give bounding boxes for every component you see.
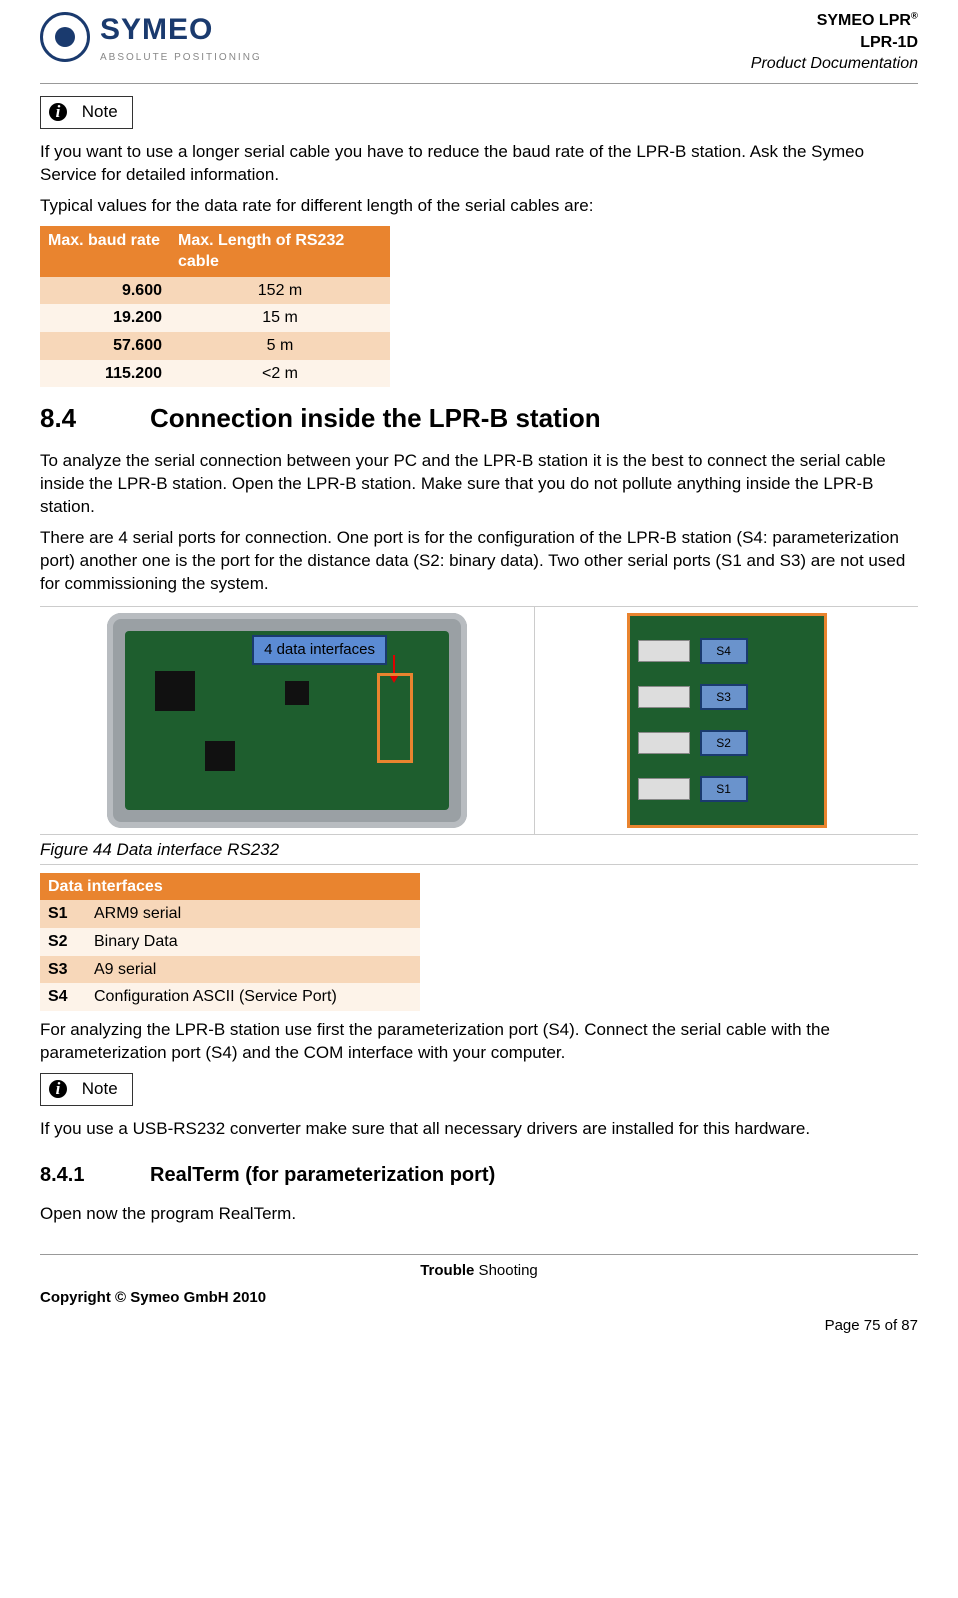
interfaces-badge: 4 data interfaces	[252, 635, 387, 665]
logo-icon	[40, 12, 90, 62]
heading-8-4-1: 8.4.1RealTerm (for parameterization port…	[40, 1162, 918, 1189]
brand-name: SYMEO	[100, 10, 262, 51]
cell: ARM9 serial	[86, 900, 420, 928]
port-s1-label: S1	[700, 776, 748, 802]
note1-text: If you want to use a longer serial cable…	[40, 141, 918, 187]
cell: Binary Data	[86, 928, 420, 956]
logo-text: SYMEO ABSOLUTE POSITIONING	[100, 10, 262, 64]
highlight-box	[377, 673, 413, 763]
th-baud: Max. baud rate	[40, 226, 170, 277]
note-box: i Note	[40, 96, 133, 129]
para-typical: Typical values for the data rate for dif…	[40, 195, 918, 218]
cell: A9 serial	[86, 956, 420, 984]
cell: 19.200	[40, 304, 170, 332]
cell: 9.600	[40, 277, 170, 305]
chip-icon	[205, 741, 235, 771]
note2-text: If you use a USB-RS232 converter make su…	[40, 1118, 918, 1141]
chip-icon	[155, 671, 195, 711]
cell: S2	[40, 928, 86, 956]
header-right: SYMEO LPR® LPR-1D Product Documentation	[751, 10, 918, 75]
data-interfaces-table: Data interfaces S1ARM9 serial S2Binary D…	[40, 873, 420, 1011]
iface-header: Data interfaces	[40, 873, 420, 901]
baud-rate-table: Max. baud rate Max. Length of RS232 cabl…	[40, 226, 390, 388]
cell: Configuration ASCII (Service Port)	[86, 983, 420, 1011]
cell: 57.600	[40, 332, 170, 360]
footer-copyright: Copyright © Symeo GmbH 2010	[40, 1288, 918, 1308]
cell: S4	[40, 983, 86, 1011]
connector-icon	[638, 686, 690, 708]
info-icon: i	[49, 1080, 67, 1098]
device-photo: 4 data interfaces	[107, 613, 467, 828]
footer-center: Trouble Shooting	[40, 1261, 918, 1281]
cell: 115.200	[40, 360, 170, 388]
page-header: SYMEO ABSOLUTE POSITIONING SYMEO LPR® LP…	[40, 10, 918, 84]
cell: 15 m	[170, 304, 390, 332]
brand-tagline: ABSOLUTE POSITIONING	[100, 51, 262, 65]
zoom-panel: S4 S3 S2 S1	[627, 613, 827, 828]
cell: S1	[40, 900, 86, 928]
para-84b: There are 4 serial ports for connection.…	[40, 527, 918, 596]
note-label: Note	[82, 102, 118, 121]
cell: S3	[40, 956, 86, 984]
hdr-line1: SYMEO LPR	[817, 12, 911, 29]
note-box: i Note	[40, 1073, 133, 1106]
page-footer: Trouble Shooting Copyright © Symeo GmbH …	[40, 1254, 918, 1336]
heading-num: 8.4.1	[40, 1162, 150, 1189]
cell: 5 m	[170, 332, 390, 360]
footer-center-bold: Trouble	[420, 1262, 474, 1279]
logo-block: SYMEO ABSOLUTE POSITIONING	[40, 10, 262, 64]
heading-title: RealTerm (for parameterization port)	[150, 1164, 495, 1186]
connector-icon	[638, 640, 690, 662]
hdr-line2: LPR-1D	[751, 32, 918, 54]
heading-8-4: 8.4Connection inside the LPR-B station	[40, 401, 918, 436]
figure-caption: Figure 44 Data interface RS232	[40, 839, 918, 865]
figure-44: 4 data interfaces S4 S3 S2 S1	[40, 606, 918, 835]
footer-center-rest: Shooting	[474, 1262, 537, 1279]
hdr-sup: ®	[911, 11, 918, 22]
cell: 152 m	[170, 277, 390, 305]
port-s4-label: S4	[700, 638, 748, 664]
port-s2-label: S2	[700, 730, 748, 756]
port-s3-label: S3	[700, 684, 748, 710]
para-84c: For analyzing the LPR-B station use firs…	[40, 1019, 918, 1065]
figure-right: S4 S3 S2 S1	[535, 607, 918, 834]
hdr-line3: Product Documentation	[751, 53, 918, 75]
note-1: i Note	[40, 96, 918, 133]
chip-icon	[285, 681, 309, 705]
note-2: i Note	[40, 1073, 918, 1110]
note-label: Note	[82, 1079, 118, 1098]
connector-icon	[638, 778, 690, 800]
connector-icon	[638, 732, 690, 754]
para-84a: To analyze the serial connection between…	[40, 450, 918, 519]
para-841: Open now the program RealTerm.	[40, 1203, 918, 1226]
heading-num: 8.4	[40, 401, 150, 436]
th-length: Max. Length of RS232 cable	[170, 226, 390, 277]
cell: <2 m	[170, 360, 390, 388]
info-icon: i	[49, 103, 67, 121]
footer-page: Page 75 of 87	[40, 1316, 918, 1336]
heading-title: Connection inside the LPR-B station	[150, 403, 601, 433]
figure-left: 4 data interfaces	[40, 607, 535, 834]
